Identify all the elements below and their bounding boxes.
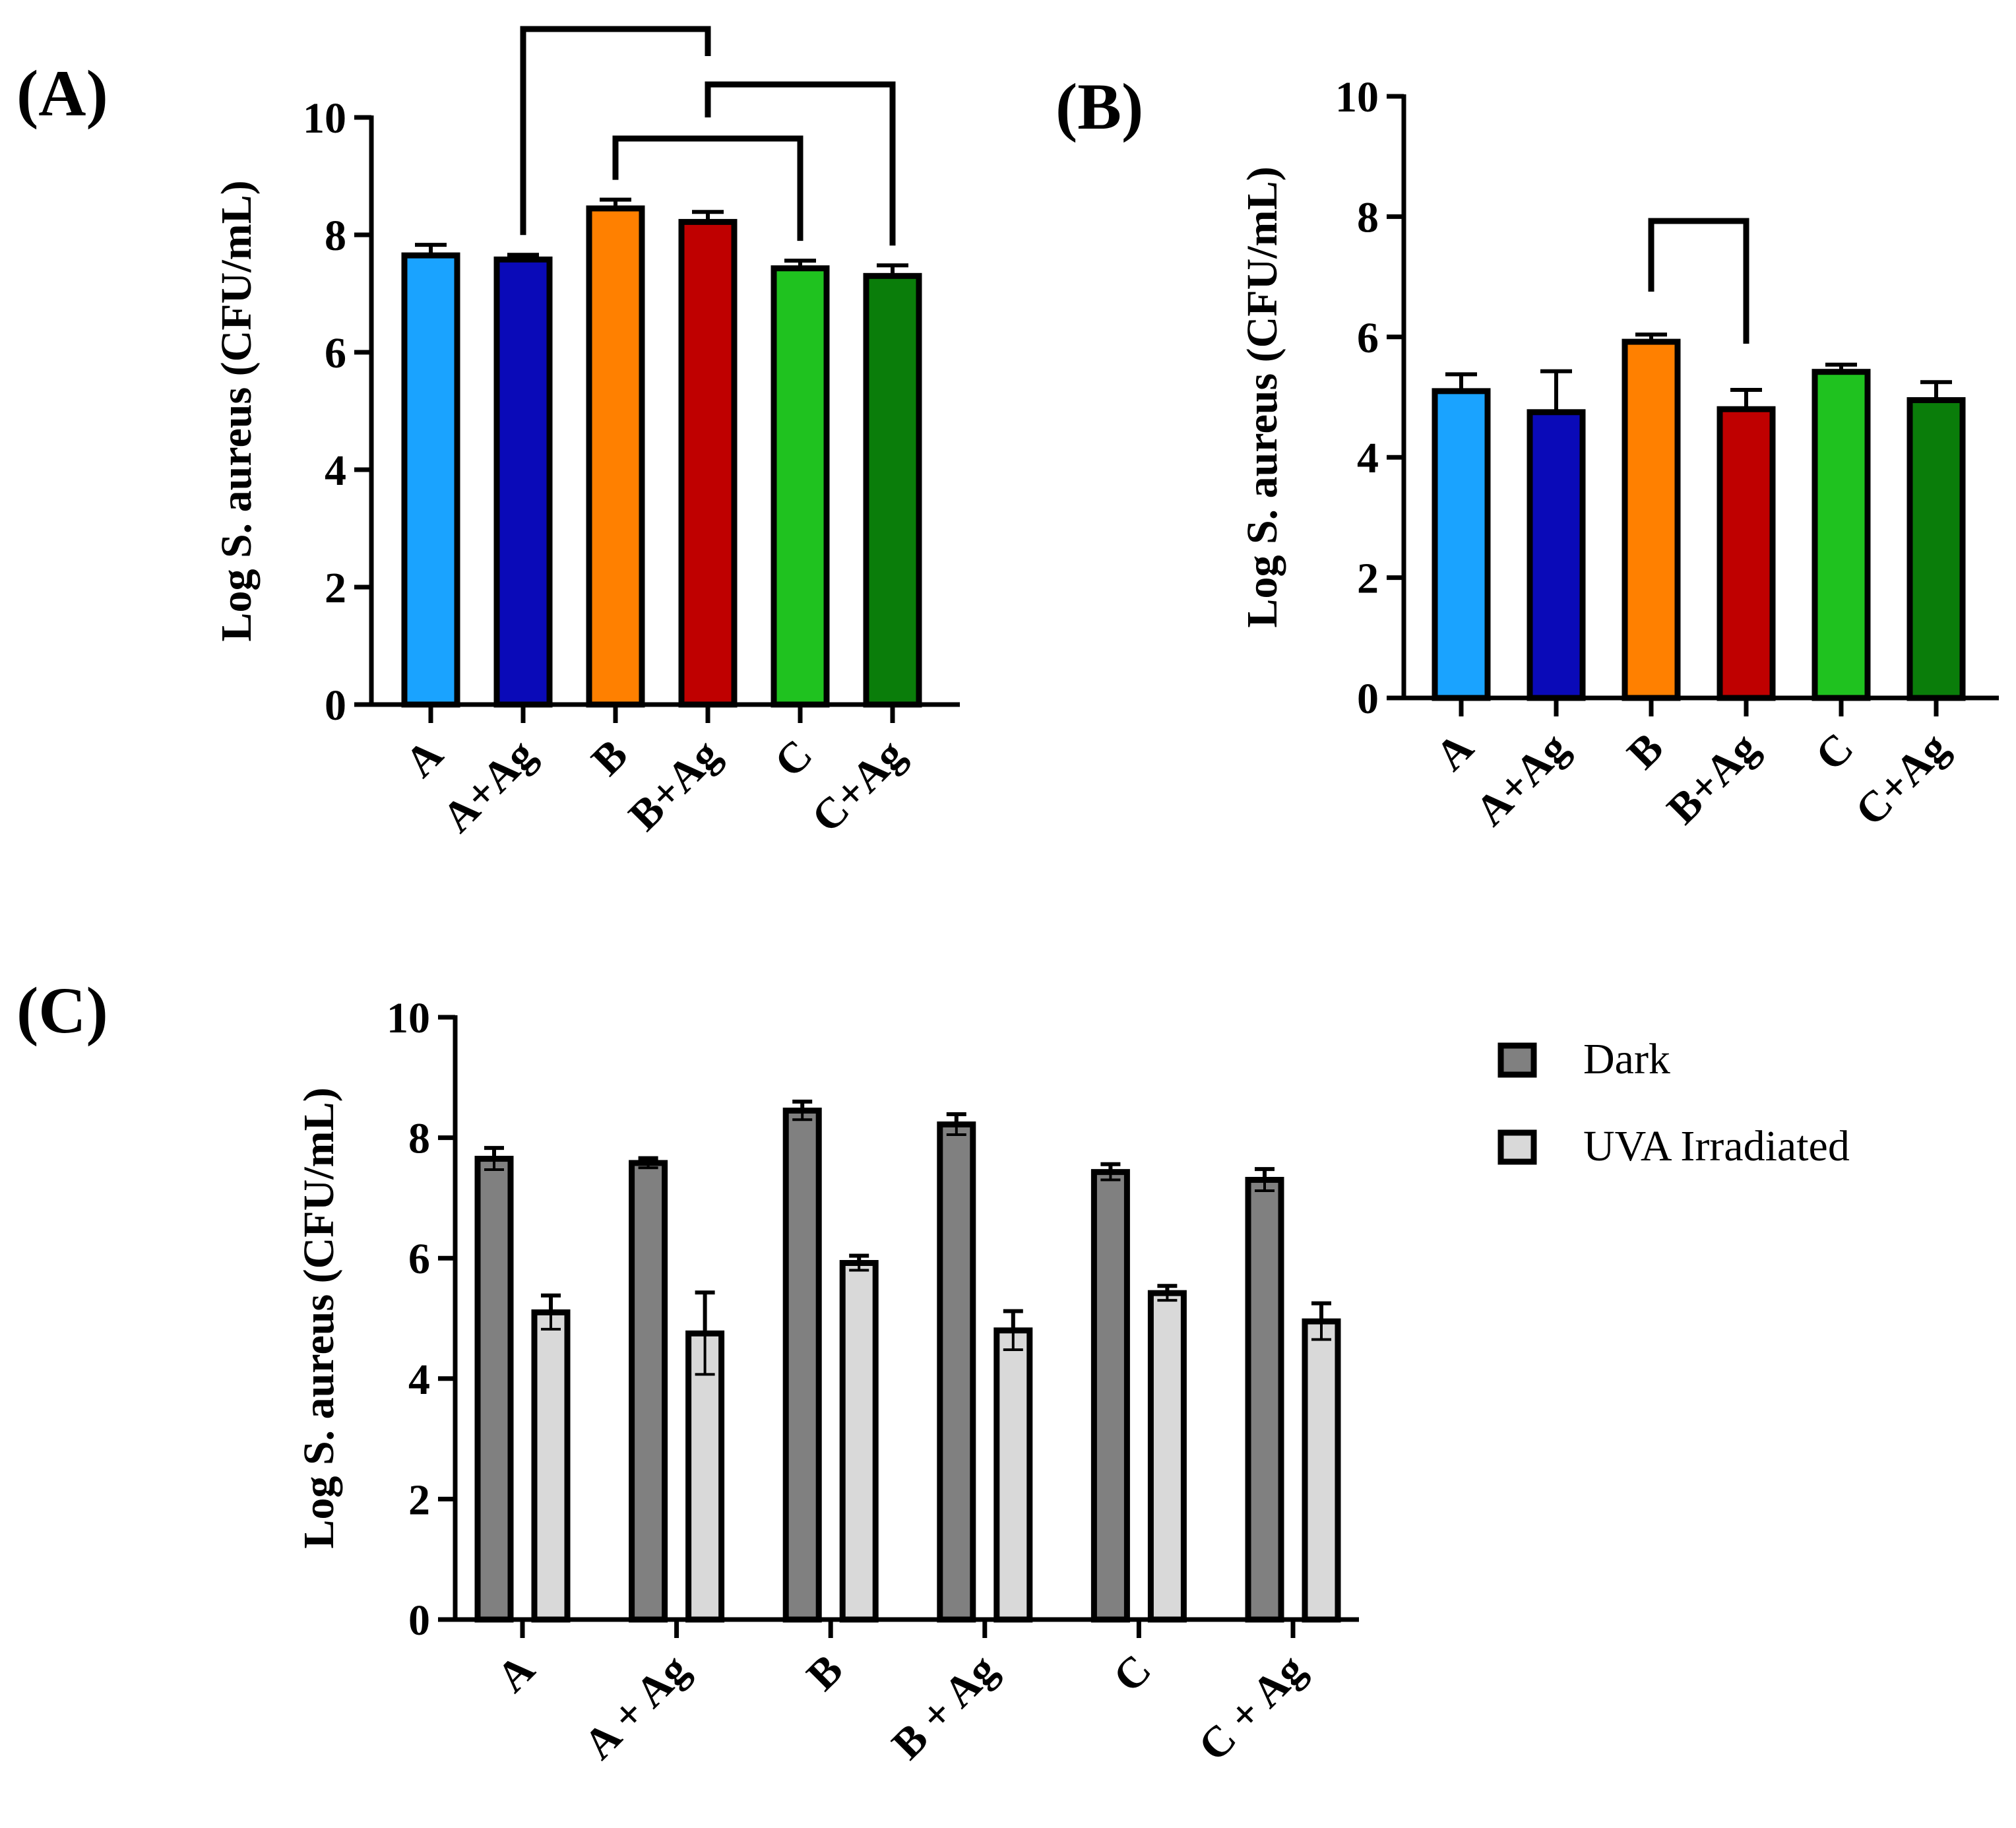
y-tick-label: 8 [408, 1115, 430, 1163]
x-tick-label: A [1426, 724, 1483, 780]
x-tick-label: A+Ag [1466, 724, 1578, 835]
y-axis-label: Log S. aureus (CFU/mL) [295, 1087, 343, 1548]
bar [401, 252, 460, 708]
bar-uva-irradiated [531, 1309, 571, 1623]
bar [1717, 406, 1776, 701]
x-tick-label: B+Ag [1658, 724, 1767, 833]
y-axis-label: Log S. aureus (CFU/mL) [212, 180, 261, 641]
y-tick-label: 10 [387, 994, 430, 1042]
y-tick-label: 4 [325, 447, 346, 495]
y-tick-label: 2 [1357, 555, 1379, 603]
bar-uva-irradiated [1147, 1290, 1187, 1623]
x-tick-label: B+Ag [619, 730, 729, 840]
panel-label-b: (B) [1055, 70, 1143, 143]
legend-label: UVA Irradiated [1583, 1122, 1850, 1170]
bar-uva-irradiated [1302, 1318, 1341, 1623]
x-tick-label: A + Ag [575, 1645, 698, 1769]
y-tick-label: 6 [408, 1235, 430, 1283]
y-tick-label: 8 [1357, 193, 1379, 241]
x-tick-label: A+Ag [433, 730, 545, 842]
bar-dark [937, 1121, 976, 1623]
bar-dark [782, 1108, 822, 1623]
y-tick-label: 6 [1357, 314, 1379, 362]
y-tick-label: 2 [408, 1476, 430, 1524]
bar-uva-irradiated [839, 1260, 879, 1623]
bar-dark [629, 1160, 668, 1623]
x-tick-label: B [1618, 724, 1673, 778]
bar [678, 218, 738, 708]
x-tick-label: C+Ag [1846, 724, 1958, 835]
x-tick-label: C+Ag [803, 730, 914, 842]
significance-bracket [520, 26, 711, 236]
x-tick-label: A [488, 1645, 544, 1702]
x-tick-label: C [1806, 724, 1862, 780]
y-tick-label: 6 [325, 329, 346, 377]
panel-c: (C) Log S. aureus (CFU/mL) 0 2 4 6 8 10 A A + Ag B… [16, 974, 1850, 1771]
bar [1622, 338, 1681, 701]
bar [1527, 409, 1586, 701]
bar [771, 265, 830, 708]
x-tick-label: B [583, 730, 637, 785]
y-tick-label: 0 [408, 1596, 430, 1645]
significance-bracket [612, 135, 803, 241]
significance-bracket [1648, 218, 1749, 344]
panel-b: (B) Log S. aureus (CFU/mL) 0 2 4 6 8 10 AA+Ag BB+… [1055, 70, 1999, 835]
bar [1906, 397, 1966, 701]
x-tick-label: C + Ag [1189, 1645, 1315, 1771]
legend: Dark UVA Irradiated [1497, 1035, 1850, 1170]
bar [493, 256, 553, 708]
y-axis-label: Log S. aureus (CFU/mL) [1238, 166, 1286, 627]
y-tick-label: 10 [1335, 73, 1379, 121]
y-tick-label: 10 [303, 94, 346, 142]
bar-dark [1090, 1169, 1130, 1623]
y-tick-label: 4 [1357, 434, 1379, 482]
x-tick-label: C [1104, 1645, 1160, 1701]
bar-uva-irradiated [685, 1330, 725, 1623]
legend-label: Dark [1583, 1035, 1670, 1083]
legend-swatch-uva-irradiated [1497, 1129, 1537, 1165]
panel-a: (A) Log S. aureus (CFU/mL) 0 2 4 6 8 10 AA+Ag BB+… [16, 26, 960, 842]
panel-label-a: (A) [16, 57, 108, 130]
y-tick-label: 4 [408, 1356, 430, 1404]
y-tick-label: 0 [325, 681, 346, 730]
x-tick-label: B + Ag [883, 1645, 1006, 1769]
significance-bracket [705, 81, 896, 246]
panel-label-c: (C) [16, 974, 108, 1047]
bar-uva-irradiated [993, 1327, 1033, 1623]
x-tick-label: A [396, 730, 453, 787]
bar [586, 205, 645, 708]
bar [1432, 388, 1491, 701]
x-tick-label: C [765, 730, 821, 786]
x-tick-label: B [798, 1645, 852, 1700]
legend-swatch-dark [1497, 1042, 1537, 1078]
bar [863, 272, 922, 708]
y-tick-label: 2 [325, 564, 346, 612]
y-tick-label: 8 [325, 212, 346, 260]
bar-dark [474, 1156, 514, 1623]
bar [1811, 369, 1871, 701]
y-tick-label: 0 [1357, 675, 1379, 723]
bar-dark [1245, 1177, 1284, 1623]
